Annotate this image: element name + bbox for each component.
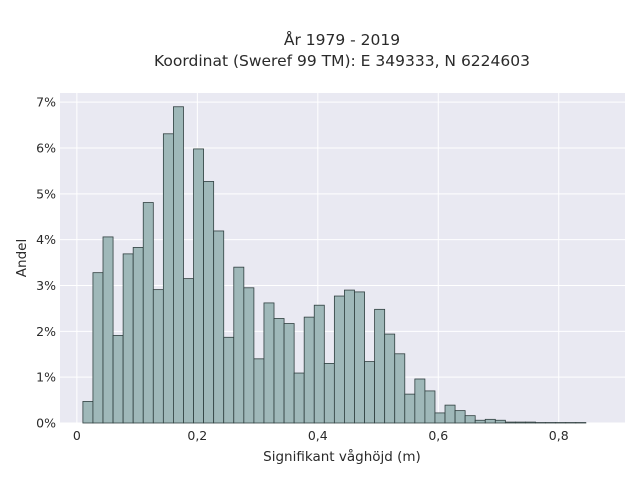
histogram-bar [385,334,395,423]
y-tick-label: 1% [36,370,56,385]
histogram-bar [405,394,415,423]
histogram-bar [123,254,133,423]
histogram-bar [173,107,183,423]
histogram-bar [415,379,425,423]
histogram-bar [194,149,204,423]
x-tick-label: 0,6 [428,428,448,443]
histogram-bar [284,324,294,423]
histogram-bar [214,231,224,423]
histogram-bar [485,419,495,423]
histogram-bar [445,405,455,423]
histogram-bar [143,203,153,423]
chart-title-line-2: Koordinat (Sweref 99 TM): E 349333, N 62… [154,52,530,70]
histogram-bar [435,413,445,423]
x-tick-label: 0 [73,428,81,443]
histogram-bar [344,290,354,423]
histogram-bar [375,309,385,423]
histogram-bar [93,273,103,423]
histogram-bar [83,401,93,423]
y-tick-label: 5% [36,186,56,201]
histogram-bar [334,296,344,423]
histogram-bar [475,420,485,423]
y-tick-label: 0% [36,416,56,431]
y-tick-label: 4% [36,232,56,247]
histogram-bar [244,288,254,423]
histogram-bar [455,411,465,423]
y-tick-label: 2% [36,324,56,339]
histogram-bar [254,359,264,423]
histogram-bar [324,363,334,423]
histogram-bar [395,354,405,423]
y-axis-title: Andel [14,239,30,277]
histogram-bar [294,373,304,423]
y-tick-label: 3% [36,278,56,293]
histogram-bar [365,362,375,423]
x-axis-title: Signifikant våghöjd (m) [263,448,421,465]
y-tick-labels: 0% 1% 2% 3% 4% 5% 6% 7% [36,95,56,431]
histogram-bar [495,420,505,423]
histogram-bar [465,416,475,423]
histogram-bar [103,237,113,423]
histogram-bar [525,422,535,423]
x-tick-label: 0,8 [549,428,569,443]
histogram-bar [515,422,525,423]
histogram-bar [425,391,435,423]
histogram-bar [163,134,173,423]
x-tick-labels: 0 0,2 0,4 0,6 0,8 [73,428,569,443]
histogram-bar [505,422,515,423]
histogram-bar [113,335,123,423]
x-tick-label: 0,2 [187,428,207,443]
histogram-bar [153,290,163,423]
histogram-bar [274,319,284,424]
y-tick-label: 6% [36,141,56,156]
histogram-bar [204,181,214,423]
histogram-bar [133,247,143,423]
histogram-bar [314,305,324,423]
histogram-bar [354,292,364,423]
histogram-bar [224,337,234,423]
x-tick-label: 0,4 [308,428,328,443]
histogram-bar [264,303,274,423]
histogram-bar [234,267,244,423]
y-tick-label: 7% [36,95,56,110]
chart-title-line-1: År 1979 - 2019 [284,30,400,49]
histogram-bar [183,279,193,423]
histogram-bar [304,317,314,423]
